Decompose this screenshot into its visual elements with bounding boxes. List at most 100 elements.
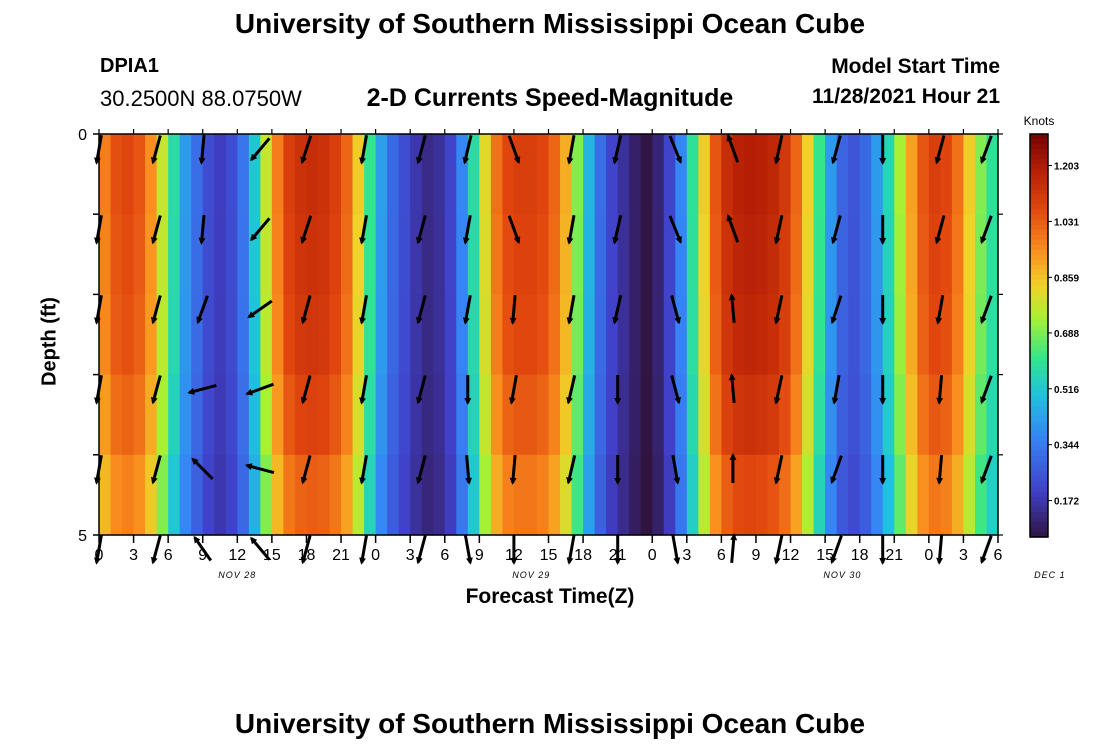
heatmap-cell	[917, 214, 930, 295]
heatmap-cell	[156, 454, 169, 536]
current-vector-arrow	[566, 294, 576, 325]
colorbar-segment	[1030, 511, 1048, 518]
current-vector-arrow	[508, 374, 518, 405]
heatmap-cell	[110, 374, 123, 456]
heatmap-cell	[479, 294, 492, 376]
current-vector-arrow	[463, 534, 473, 565]
heatmap-cell	[317, 374, 331, 456]
heatmap-cell	[571, 374, 584, 456]
colorbar-segment	[1030, 380, 1048, 387]
heatmap-cell	[617, 214, 630, 295]
heatmap-cell	[145, 134, 158, 215]
colorbar-segment	[1030, 164, 1048, 170]
heatmap-cell	[548, 454, 561, 536]
heatmap-cell	[110, 294, 123, 376]
heatmap-cell	[490, 454, 503, 536]
heatmap-cell	[963, 454, 976, 536]
heatmap-cell	[606, 374, 619, 456]
heatmap-cell	[536, 214, 550, 295]
colorbar-segment	[1030, 219, 1048, 226]
current-vector-arrow	[934, 215, 946, 245]
heatmap-cell	[410, 374, 423, 456]
heatmap-cell	[686, 294, 699, 376]
heatmap-cell	[848, 214, 861, 295]
heatmap-cell	[755, 214, 769, 295]
heatmap-cell	[525, 134, 538, 215]
heatmap-cell	[479, 214, 492, 295]
heatmap-cell	[986, 214, 999, 295]
heatmap-cell	[882, 134, 895, 215]
current-vector-arrow	[150, 215, 162, 245]
heatmap-cell	[894, 214, 907, 295]
colorbar-segment	[1030, 370, 1048, 377]
heatmap-cell	[306, 454, 319, 536]
heatmap-cell	[905, 374, 918, 456]
heatmap-cell	[779, 294, 792, 376]
heatmap-cell	[294, 134, 308, 215]
current-vector-arrow	[150, 295, 162, 325]
colorbar-segment	[1030, 446, 1048, 452]
colorbar-segment	[1030, 416, 1048, 422]
current-vector-arrow	[247, 299, 273, 319]
colorbar-segment	[1030, 365, 1048, 372]
current-vector-arrow	[462, 214, 472, 245]
heatmap-cell	[583, 214, 596, 295]
heatmap-cell	[237, 454, 250, 536]
heatmap-cell	[652, 294, 665, 376]
colorbar-segment	[1030, 400, 1048, 407]
heatmap-cell	[168, 294, 181, 376]
heatmap-cell	[387, 214, 400, 295]
heatmap-cell	[433, 374, 446, 456]
current-vector-arrow	[726, 213, 740, 243]
current-vector-arrow	[196, 295, 209, 325]
heatmap-cell	[456, 374, 469, 456]
x-tick-label: 21	[609, 547, 627, 564]
heatmap-cell	[963, 134, 976, 215]
heatmap-cell	[560, 134, 573, 215]
heatmap-cell	[675, 454, 688, 536]
heatmap-cell	[629, 214, 642, 295]
heatmap-cell	[179, 454, 192, 536]
heatmap-cell	[848, 134, 861, 215]
heatmap-cell	[594, 214, 607, 295]
current-vector-arrow	[300, 455, 312, 485]
heatmap-cell	[421, 374, 434, 456]
heatmap-cell	[652, 374, 665, 456]
heatmap-cell	[352, 294, 365, 376]
heatmap-cell	[894, 134, 907, 215]
heatmap-cell	[986, 294, 999, 376]
heatmap-cell	[237, 134, 250, 215]
heatmap-cell	[294, 294, 308, 376]
current-vector-arrow	[416, 375, 427, 405]
heatmap-cell	[779, 214, 792, 295]
heatmap-cell	[248, 214, 261, 295]
heatmap-cell	[744, 374, 757, 456]
current-vector-arrow	[509, 454, 517, 485]
heatmap-cell	[122, 214, 135, 295]
x-axis-label: Forecast Time(Z)	[465, 585, 635, 608]
current-vector-arrow	[831, 374, 841, 405]
heatmap-cell	[825, 294, 838, 376]
colorbar-border	[1029, 133, 1049, 538]
current-vector-arrow	[612, 135, 623, 165]
heatmap-cell	[145, 294, 158, 376]
heatmap-cell	[145, 374, 158, 456]
x-tick-label: 0	[371, 547, 380, 564]
current-vector-arrow	[416, 295, 427, 325]
heatmap-cell	[283, 374, 296, 456]
heatmap-cell	[352, 374, 365, 456]
heatmap-cell	[732, 294, 746, 376]
current-vector-arrow	[936, 454, 944, 485]
current-vector-arrow	[416, 215, 427, 245]
heatmap-cell	[629, 374, 642, 456]
current-vector-arrow	[773, 454, 784, 485]
heatmap-cell	[145, 214, 158, 295]
x-tick-label: 6	[717, 547, 726, 564]
heatmap-cell	[951, 134, 965, 215]
heatmap-cell	[237, 214, 250, 295]
heatmap-cell	[571, 294, 584, 376]
current-vector-arrow	[150, 375, 162, 405]
heatmap-cell	[779, 374, 792, 456]
station-coordinates: 30.2500N 88.0750W	[100, 86, 302, 111]
